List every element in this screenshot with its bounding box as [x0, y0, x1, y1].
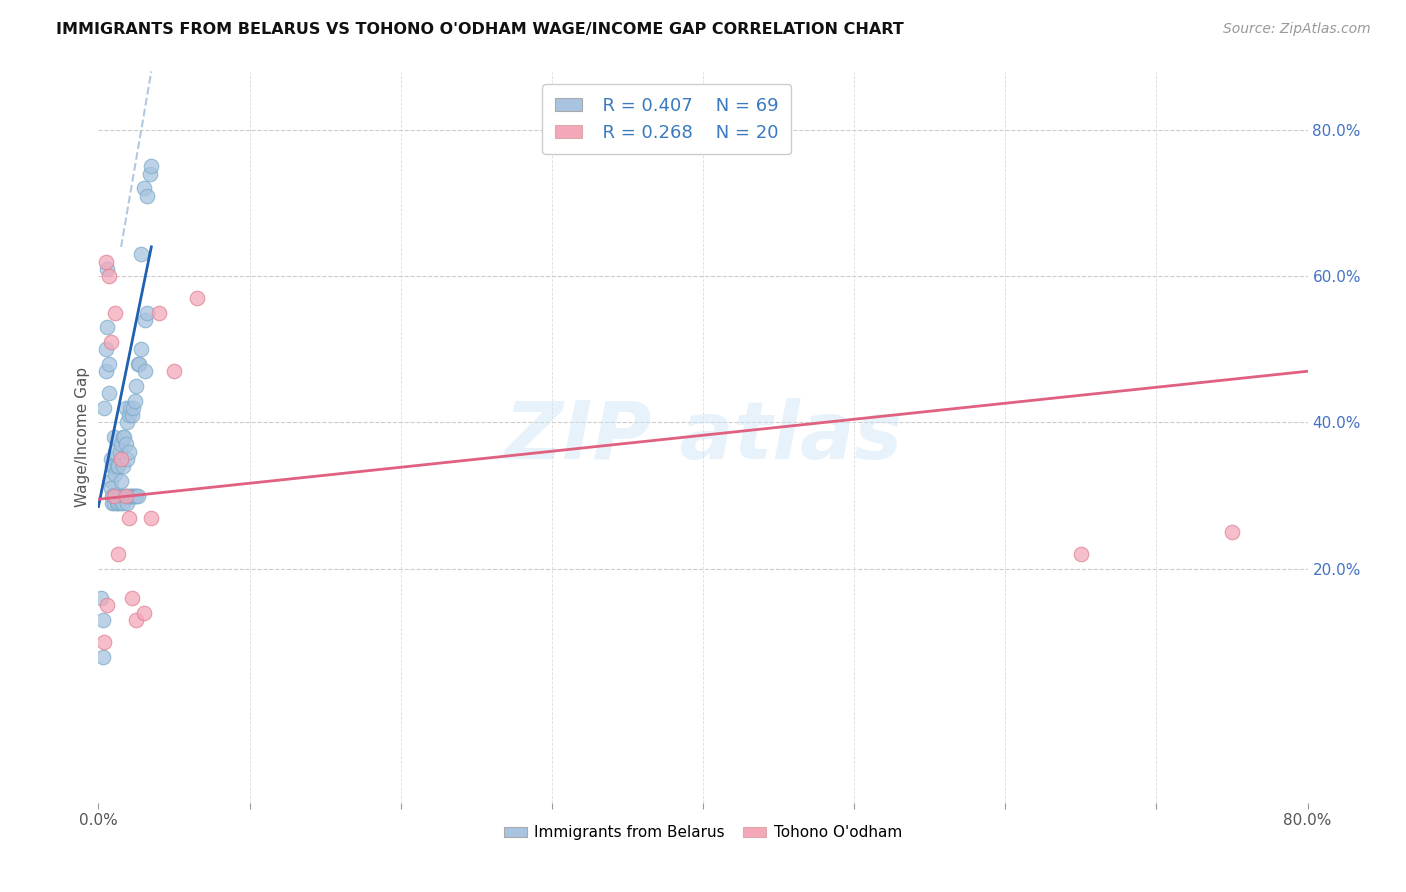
Point — [105, 459, 128, 474]
Point — [115, 496, 138, 510]
Point — [134, 313, 156, 327]
Point — [108, 489, 131, 503]
Point — [120, 401, 142, 415]
Point — [100, 474, 122, 488]
Point — [163, 364, 186, 378]
Point — [93, 635, 115, 649]
Point — [125, 379, 148, 393]
Point — [127, 489, 149, 503]
Point — [105, 489, 128, 503]
Point — [103, 430, 125, 444]
Text: ZIP atlas: ZIP atlas — [503, 398, 903, 476]
Point — [135, 306, 157, 320]
Point — [107, 547, 129, 561]
Text: IMMIGRANTS FROM BELARUS VS TOHONO O'ODHAM WAGE/INCOME GAP CORRELATION CHART: IMMIGRANTS FROM BELARUS VS TOHONO O'ODHA… — [56, 22, 904, 37]
Point — [96, 320, 118, 334]
Point — [94, 343, 117, 357]
Point — [110, 452, 132, 467]
Point — [104, 467, 127, 481]
Point — [98, 386, 121, 401]
Legend: Immigrants from Belarus, Tohono O'odham: Immigrants from Belarus, Tohono O'odham — [498, 819, 908, 847]
Point — [121, 489, 143, 503]
Point — [121, 408, 143, 422]
Point — [124, 489, 146, 503]
Point — [101, 459, 124, 474]
Point — [122, 489, 145, 503]
Point — [121, 591, 143, 605]
Point — [94, 254, 117, 268]
Point — [104, 444, 127, 458]
Point — [100, 334, 122, 349]
Point — [93, 401, 115, 415]
Point — [114, 489, 136, 503]
Point — [124, 393, 146, 408]
Point — [120, 489, 142, 503]
Point — [105, 496, 128, 510]
Point — [112, 489, 135, 503]
Point — [129, 343, 152, 357]
Point — [111, 459, 134, 474]
Point — [104, 306, 127, 320]
Point — [141, 510, 163, 524]
Point — [134, 364, 156, 378]
Point — [129, 247, 152, 261]
Point — [186, 291, 208, 305]
Point — [91, 649, 114, 664]
Point — [107, 459, 129, 474]
Point — [1070, 547, 1092, 561]
Point — [114, 401, 136, 415]
Point — [127, 357, 149, 371]
Point — [94, 364, 117, 378]
Point — [115, 452, 138, 467]
Point — [132, 606, 155, 620]
Y-axis label: Wage/Income Gap: Wage/Income Gap — [75, 367, 90, 508]
Point — [128, 357, 150, 371]
Point — [112, 430, 135, 444]
Point — [110, 474, 132, 488]
Point — [135, 188, 157, 202]
Point — [125, 613, 148, 627]
Point — [118, 489, 141, 503]
Point — [103, 459, 125, 474]
Point — [91, 613, 114, 627]
Point — [125, 489, 148, 503]
Point — [115, 416, 138, 430]
Point — [122, 401, 145, 415]
Point — [132, 181, 155, 195]
Point — [141, 160, 163, 174]
Point — [111, 496, 134, 510]
Point — [98, 269, 121, 284]
Point — [118, 444, 141, 458]
Point — [1220, 525, 1243, 540]
Point — [110, 496, 132, 510]
Point — [101, 496, 124, 510]
Point — [104, 489, 127, 503]
Point — [118, 510, 141, 524]
Point — [103, 489, 125, 503]
Point — [90, 591, 112, 605]
Point — [101, 489, 124, 503]
Point — [96, 261, 118, 276]
Point — [100, 481, 122, 495]
Point — [108, 444, 131, 458]
Point — [139, 167, 162, 181]
Point — [114, 437, 136, 451]
Point — [110, 437, 132, 451]
Point — [111, 430, 134, 444]
Point — [103, 489, 125, 503]
Point — [100, 452, 122, 467]
Point — [103, 496, 125, 510]
Point — [148, 306, 170, 320]
Point — [96, 599, 118, 613]
Point — [114, 489, 136, 503]
Point — [118, 408, 141, 422]
Point — [98, 357, 121, 371]
Text: Source: ZipAtlas.com: Source: ZipAtlas.com — [1223, 22, 1371, 37]
Point — [107, 496, 129, 510]
